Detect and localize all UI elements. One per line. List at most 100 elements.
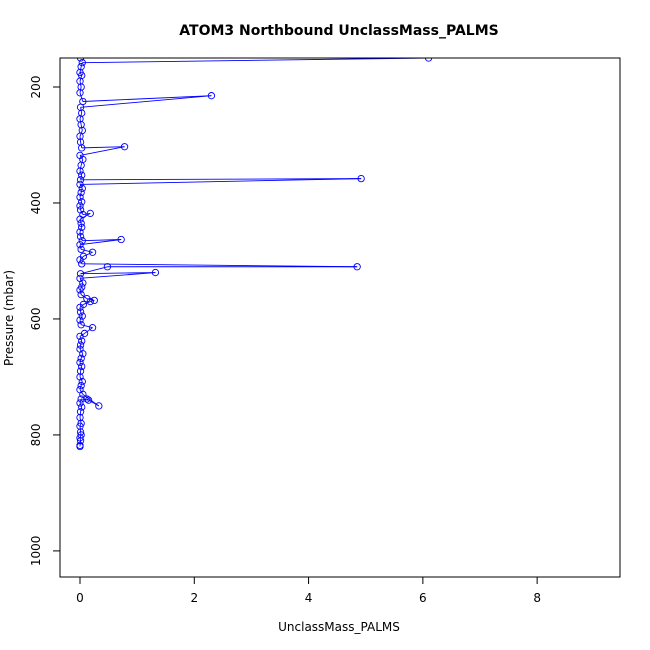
data-point <box>88 323 97 332</box>
data-point <box>77 321 85 329</box>
data-point <box>83 295 91 303</box>
data-point <box>76 180 84 189</box>
data-point <box>207 92 216 100</box>
line-segment <box>80 266 108 275</box>
y-axis-label: Pressure (mbar) <box>2 270 16 366</box>
y-tick-label: 800 <box>29 423 43 446</box>
line-segment <box>79 333 85 337</box>
plot-marks <box>76 58 433 451</box>
data-point <box>79 300 88 309</box>
line-segment <box>79 244 82 250</box>
data-point <box>76 308 85 316</box>
plot-frame <box>59 57 621 578</box>
line-segment <box>81 248 93 253</box>
data-point <box>80 329 89 338</box>
data-point <box>357 174 365 183</box>
line-segment <box>79 376 83 382</box>
line-segment <box>82 239 122 242</box>
data-point <box>76 341 85 349</box>
line-segment <box>79 304 84 308</box>
data-point <box>78 237 86 245</box>
data-point <box>78 171 86 179</box>
data-point <box>76 373 84 381</box>
data-point <box>78 312 86 320</box>
line-segment <box>79 286 83 291</box>
data-point <box>76 358 84 367</box>
line-segment <box>79 423 82 427</box>
line-segment <box>80 353 84 359</box>
line-segment <box>79 227 83 233</box>
data-point <box>76 386 84 394</box>
data-point <box>151 268 160 277</box>
data-point <box>90 296 98 305</box>
data-point <box>95 402 103 410</box>
line-segment <box>79 192 82 198</box>
data-point <box>77 431 85 439</box>
line-segment <box>79 256 84 261</box>
x-tick-label: 0 <box>76 591 84 605</box>
line-segment <box>82 95 212 102</box>
data-point <box>76 193 84 201</box>
data-point <box>76 270 85 278</box>
data-point <box>78 198 86 206</box>
data-point <box>76 316 84 324</box>
line-segment <box>80 209 84 215</box>
data-point <box>117 235 125 244</box>
data-point <box>79 97 87 106</box>
line-segment <box>79 231 82 237</box>
data-point <box>78 403 86 411</box>
line-segment <box>82 58 429 64</box>
line-segment <box>79 272 156 279</box>
x-tick-label: 4 <box>305 591 313 605</box>
series-line <box>79 58 429 447</box>
data-point <box>77 395 85 403</box>
line-segment <box>80 406 83 412</box>
line-segment <box>79 289 82 295</box>
data-point <box>353 263 361 271</box>
data-point <box>76 413 84 422</box>
x-tick-label: 2 <box>190 591 198 605</box>
line-segment <box>83 251 93 257</box>
line-segment <box>79 213 91 220</box>
line-segment <box>79 389 84 395</box>
data-point <box>77 245 85 254</box>
line-segment <box>79 239 122 246</box>
line-segment <box>80 272 156 275</box>
line-segment <box>83 301 91 305</box>
data-point <box>78 362 86 371</box>
data-point <box>78 184 86 193</box>
data-point <box>86 209 94 218</box>
line-segment <box>80 95 212 108</box>
data-point <box>76 151 84 160</box>
line-segment <box>79 72 83 76</box>
line-segment <box>80 178 362 181</box>
data-point <box>84 396 93 404</box>
line-segment <box>79 146 125 156</box>
data-point <box>76 138 85 146</box>
data-point <box>79 252 88 260</box>
data-point <box>88 248 97 256</box>
data-point <box>76 428 85 436</box>
data-point <box>76 202 84 210</box>
data-point <box>77 381 85 390</box>
data-point <box>78 223 86 231</box>
data-point <box>78 260 86 268</box>
data-point <box>76 367 85 375</box>
data-point <box>78 283 86 291</box>
line-segment <box>81 263 358 268</box>
line-segment <box>79 320 82 325</box>
data-point <box>103 263 112 271</box>
data-point <box>78 337 86 345</box>
data-point <box>77 63 85 71</box>
line-segment <box>79 259 83 265</box>
line-segment <box>79 348 84 354</box>
y-tick-label: 600 <box>29 307 43 330</box>
line-segment <box>79 402 83 408</box>
line-segment <box>79 336 83 342</box>
line-segment <box>79 184 83 189</box>
data-point <box>76 437 85 445</box>
data-point <box>78 58 86 67</box>
line-segment <box>79 92 84 102</box>
